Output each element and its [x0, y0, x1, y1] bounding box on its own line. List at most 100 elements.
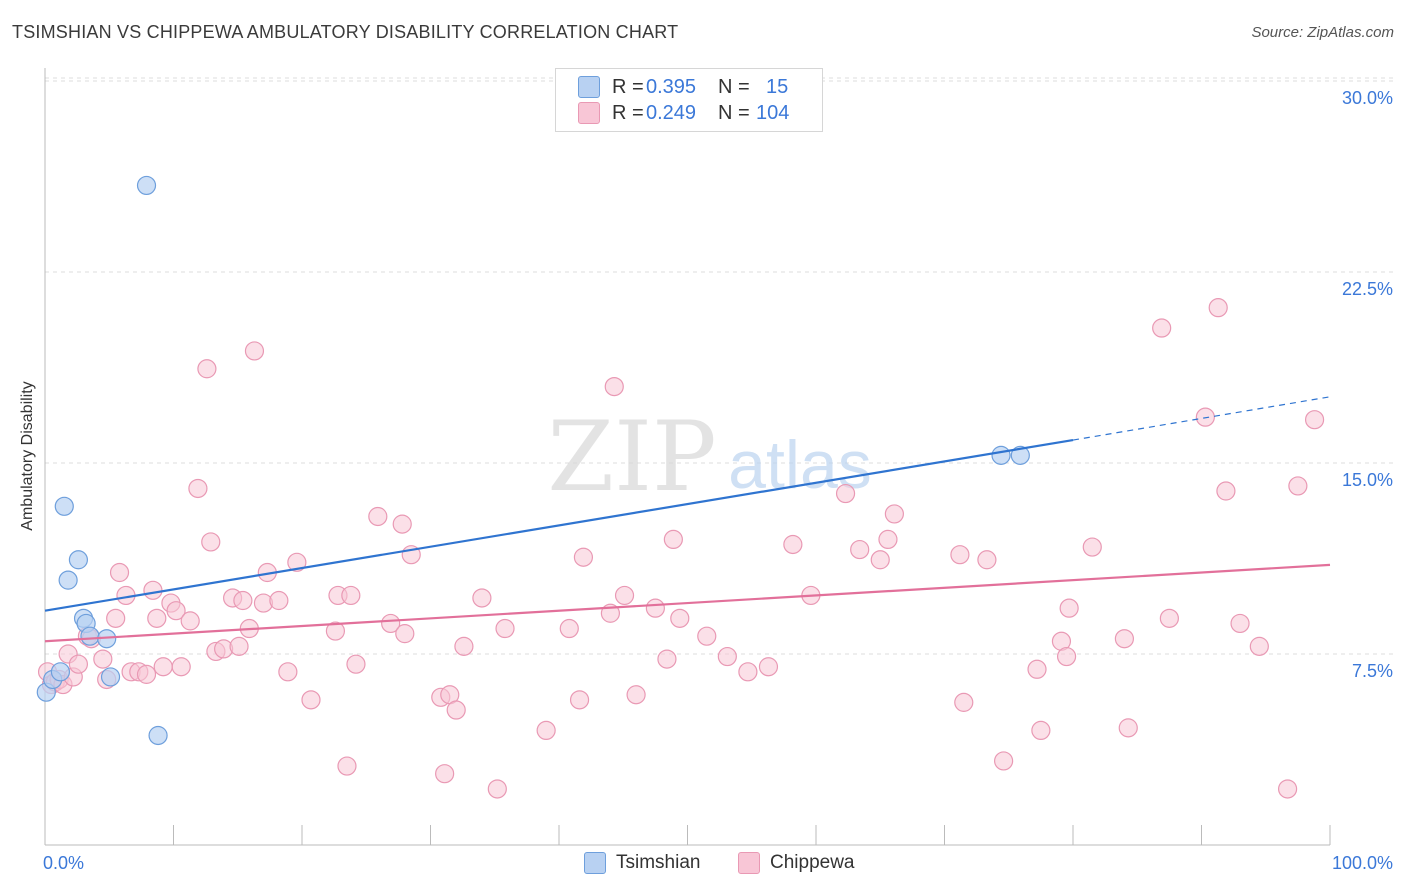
correlation-legend: R = 0.395 N = 15 R = 0.249 N = 104 [555, 68, 823, 132]
legend-r-value: 0.395 [646, 75, 697, 98]
chippewa-point [697, 626, 717, 646]
tsimshian-point [68, 550, 89, 570]
chippewa-point [229, 636, 249, 656]
chippewa-point [573, 547, 594, 567]
tsimshian-point [148, 725, 168, 746]
y-tick-label: 30.0% [1342, 88, 1393, 108]
y-tick-label: 15.0% [1342, 470, 1393, 490]
legend-item-chippewa[interactable]: Chippewa [738, 852, 855, 874]
x-tick-label: 100.0% [1332, 853, 1393, 873]
legend-swatch-chippewa [738, 852, 760, 874]
chart-title: TSIMSHIAN VS CHIPPEWA AMBULATORY DISABIL… [12, 22, 679, 42]
chippewa-point [835, 483, 856, 504]
chippewa-point [197, 359, 217, 379]
tsimshian-point [136, 175, 157, 196]
chippewa-point [106, 608, 126, 628]
chippewa-point [604, 377, 624, 397]
chippewa-point [954, 692, 974, 712]
chippewa-point [738, 662, 758, 682]
chippewa-point [1056, 646, 1077, 667]
chippewa-point [153, 657, 173, 677]
legend-swatch-tsimshian [584, 852, 606, 874]
legend-n-label: N = [718, 101, 750, 124]
legend-swatch-chippewa [578, 102, 600, 124]
chippewa-point [870, 550, 890, 570]
chippewa-point [1152, 318, 1172, 338]
y-axis-label: Ambulatory Disability [19, 381, 36, 531]
legend-label-chippewa: Chippewa [770, 852, 855, 873]
chippewa-point [1059, 598, 1079, 618]
chippewa-point [1031, 720, 1051, 741]
tsimshian-point [50, 662, 71, 682]
chippewa-point [68, 654, 89, 674]
chippewa-point [269, 590, 289, 611]
chippewa-point [536, 720, 556, 741]
chippewa-point [233, 590, 253, 611]
trend-lines [44, 396, 1331, 643]
chippewa-point [325, 621, 346, 641]
chippewa-point [337, 756, 357, 776]
chippewa-point [559, 618, 579, 639]
grid-lines [45, 77, 1395, 655]
chippewa-point [878, 529, 898, 550]
chippewa-point [368, 506, 388, 527]
tsimshian-points [36, 175, 1030, 746]
chippewa-point [495, 618, 515, 639]
chippewa-point [341, 585, 361, 606]
chippewa-point [1114, 629, 1135, 649]
chippewa-point [758, 657, 779, 677]
legend-label-tsimshian: Tsimshian [616, 852, 701, 873]
chippewa-point [180, 611, 200, 631]
chippewa-point [1277, 779, 1298, 799]
chippewa-point [188, 478, 208, 499]
tsimshian-point [1010, 445, 1030, 465]
chippewa-point [950, 545, 970, 565]
legend-swatch-tsimshian [578, 76, 600, 98]
chippewa-point [850, 539, 870, 560]
tick-labels: 7.5% 15.0% 22.5% 30.0% 0.0% 100.0% [43, 88, 1393, 873]
chippewa-point [446, 700, 466, 720]
chippewa-point [977, 550, 997, 570]
y-tick-label: 22.5% [1342, 279, 1393, 299]
chippewa-point [136, 664, 157, 684]
chippewa-point [454, 636, 474, 656]
chippewa-point [171, 657, 191, 677]
chippewa-point [1216, 481, 1236, 501]
chippewa-point [287, 552, 307, 572]
chippewa-point [645, 598, 665, 618]
chippewa-point [147, 608, 167, 628]
source-label: Source: ZipAtlas.com [1251, 24, 1394, 41]
legend-row-chippewa: R = 0.249 N = 104 [578, 101, 789, 125]
chippewa-point [392, 514, 412, 534]
chippewa-point [143, 580, 163, 600]
chippewa-point [1249, 636, 1269, 656]
y-tick-label: 7.5% [1352, 661, 1393, 681]
tsimshian-point [991, 445, 1011, 465]
legend-r-value: 0.249 [646, 101, 697, 124]
chippewa-point [301, 690, 321, 710]
chippewa-point [1082, 537, 1102, 557]
chippewa-point [1027, 659, 1047, 679]
chippewa-point [569, 690, 590, 710]
chippewa-point [346, 654, 366, 674]
legend-item-tsimshian[interactable]: Tsimshian [584, 852, 700, 874]
chippewa-point [717, 646, 737, 667]
chippewa-points [37, 298, 1325, 799]
chippewa-point [1288, 476, 1308, 496]
chippewa-point [278, 662, 298, 682]
legend-r-label: R = [612, 75, 644, 98]
chippewa-point [395, 624, 415, 644]
chippewa-point [1195, 407, 1215, 427]
chippewa-point [614, 585, 635, 606]
chippewa-point [201, 532, 221, 552]
chippewa-point [657, 649, 677, 669]
chippewa-point [626, 685, 646, 705]
chippewa-point [487, 779, 507, 799]
watermark: ZIP atlas [547, 401, 871, 513]
legend-n-value: 104 [756, 101, 790, 124]
chippewa-point [884, 504, 904, 524]
legend-n-value: 15 [766, 75, 789, 98]
chippewa-point [994, 751, 1014, 771]
tsimshian-point [100, 667, 121, 687]
